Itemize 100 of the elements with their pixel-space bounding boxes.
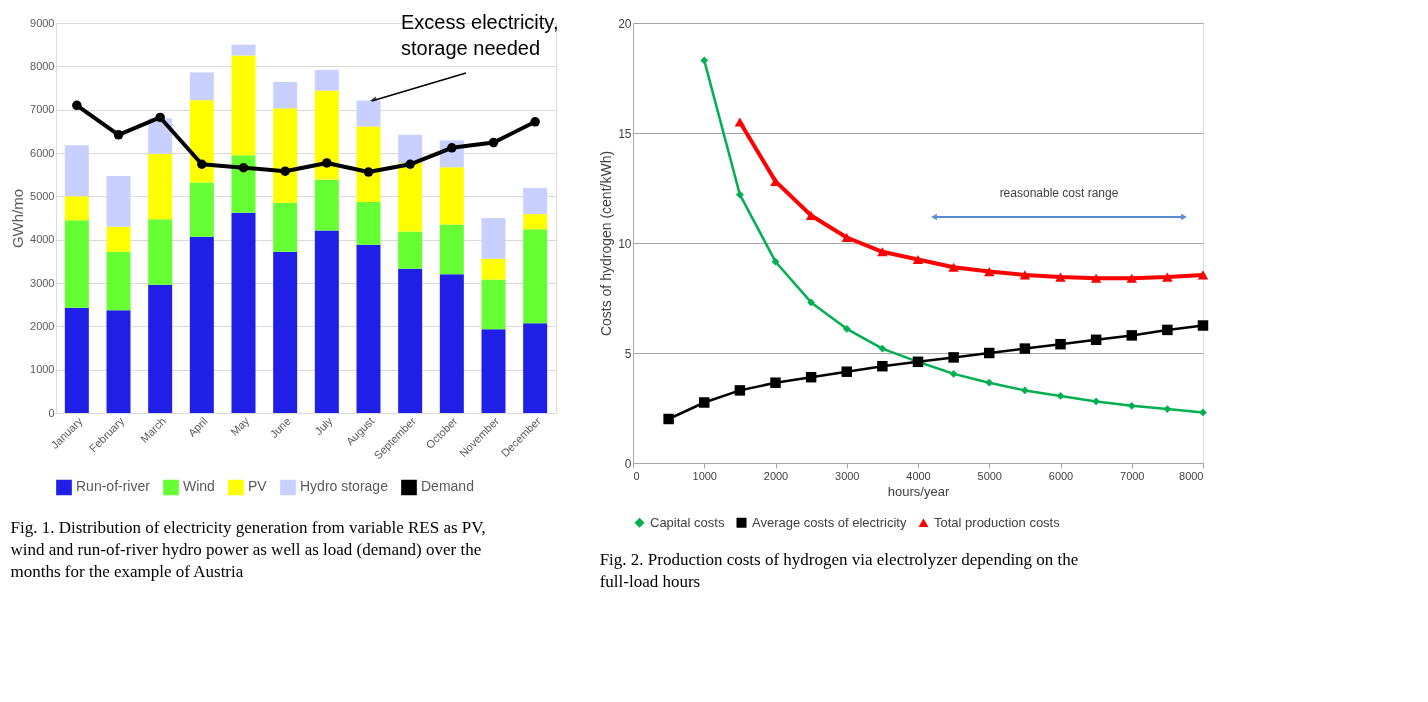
bar [439, 167, 464, 225]
bar [231, 155, 256, 213]
y-tick-label: 2000 [30, 319, 55, 332]
bar [356, 126, 381, 202]
bar [398, 134, 423, 163]
point [1090, 334, 1102, 346]
point [1197, 320, 1209, 331]
point [912, 254, 924, 265]
legend-label: Total production costs [934, 514, 1061, 530]
y-tick-label: 8000 [30, 59, 55, 72]
legend-label: Demand [421, 478, 474, 495]
point [1055, 338, 1066, 350]
point [1021, 386, 1029, 395]
point [72, 100, 82, 111]
y-tick-label: 10 [618, 236, 632, 251]
point [1055, 272, 1066, 282]
legend-label: PV [248, 478, 268, 495]
x-tick-label: 7000 [1120, 469, 1145, 482]
point [663, 413, 674, 425]
point [985, 378, 994, 387]
x-tick-label: 8000 [1179, 469, 1204, 482]
bar [398, 162, 423, 232]
point [1162, 272, 1173, 282]
bar [356, 201, 381, 245]
point [699, 397, 710, 408]
point [1199, 408, 1207, 417]
x-tick-label: 0 [633, 469, 640, 482]
point [948, 352, 959, 363]
x-tick-label: 1000 [692, 469, 717, 482]
point [841, 366, 852, 377]
point [736, 190, 744, 199]
point [984, 267, 995, 277]
legend-label: Hydro storage [300, 478, 389, 495]
point [280, 166, 290, 176]
bar [148, 284, 173, 413]
x-tick-label: 6000 [1048, 469, 1074, 482]
bar [314, 90, 339, 180]
bar [481, 258, 506, 280]
bar [189, 72, 214, 101]
bar [64, 145, 89, 197]
bar [189, 100, 214, 183]
point [1126, 273, 1137, 283]
point [530, 117, 540, 127]
x-tick-label: May [228, 414, 252, 438]
bar [64, 196, 89, 221]
point [949, 370, 958, 378]
legend-label: Run-of-river [76, 478, 151, 495]
y-tick-label: 7000 [30, 103, 55, 116]
x-tick-label: 5000 [977, 469, 1002, 482]
bar [273, 108, 298, 203]
point [363, 167, 374, 177]
point [447, 143, 457, 153]
point [771, 257, 780, 266]
y-tick-label: 6000 [30, 146, 55, 159]
y-tick-label: 5000 [30, 189, 55, 202]
point [1162, 324, 1173, 336]
bar [523, 323, 548, 413]
bar [148, 153, 173, 220]
annotation: Excess electricity, storage needed [401, 11, 559, 59]
point [1019, 270, 1031, 280]
bar [189, 236, 214, 413]
point [1126, 330, 1137, 341]
x-axis-title: hours/year [887, 483, 950, 499]
bar [356, 244, 381, 413]
bar [481, 218, 506, 259]
bar [523, 229, 548, 324]
bar [481, 279, 506, 330]
point [155, 112, 165, 123]
bar [314, 179, 339, 231]
y-axis-title: GWh/mo [9, 188, 27, 249]
y-tick-label: 20 [618, 16, 632, 31]
y-tick-label: 0 [48, 406, 55, 419]
legend-label: Capital costs [650, 514, 725, 530]
point [734, 117, 746, 127]
bar [523, 188, 548, 215]
point [238, 163, 249, 173]
caption: Fig. 1. Distribution of electricity generation from variable RES as PV, wind and run-of-river hydro power as well as load (demand) over the months for the example of Austria [10, 518, 486, 581]
point [805, 371, 817, 383]
bar [189, 182, 214, 237]
point [1092, 397, 1100, 406]
y-tick-label: 9000 [30, 16, 55, 29]
point [700, 56, 709, 65]
legend-label: Wind [183, 478, 215, 495]
bar [106, 226, 131, 252]
point [770, 377, 781, 388]
bar [231, 212, 256, 413]
point [877, 360, 888, 372]
bar [439, 274, 464, 413]
bar [398, 231, 423, 269]
bar [439, 224, 464, 275]
point [113, 130, 124, 140]
bar [231, 55, 256, 156]
point [405, 159, 415, 169]
point [984, 347, 995, 359]
x-tick-label: July [312, 414, 335, 438]
point [1163, 405, 1172, 413]
bar [481, 329, 506, 413]
bar [314, 230, 339, 413]
point [878, 344, 887, 353]
y-tick-label: 5 [624, 346, 632, 361]
